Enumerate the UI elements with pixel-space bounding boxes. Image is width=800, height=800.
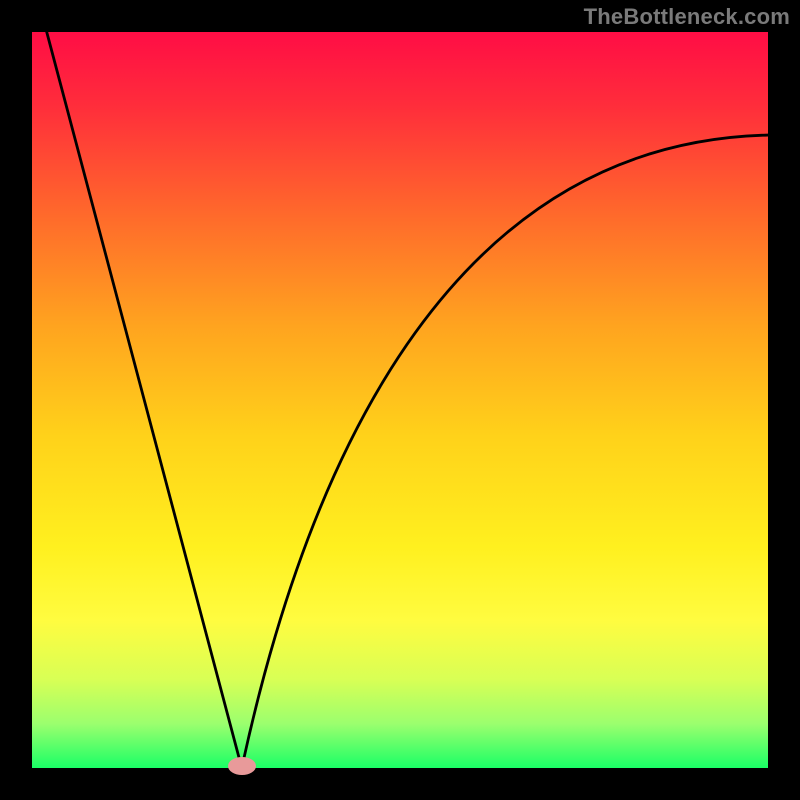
curve-layer (32, 32, 768, 768)
minimum-marker (228, 757, 256, 775)
plot-area (32, 32, 768, 768)
bottleneck-curve (47, 32, 768, 768)
watermark-text: TheBottleneck.com (584, 4, 790, 30)
chart-outer-frame: TheBottleneck.com (0, 0, 800, 800)
